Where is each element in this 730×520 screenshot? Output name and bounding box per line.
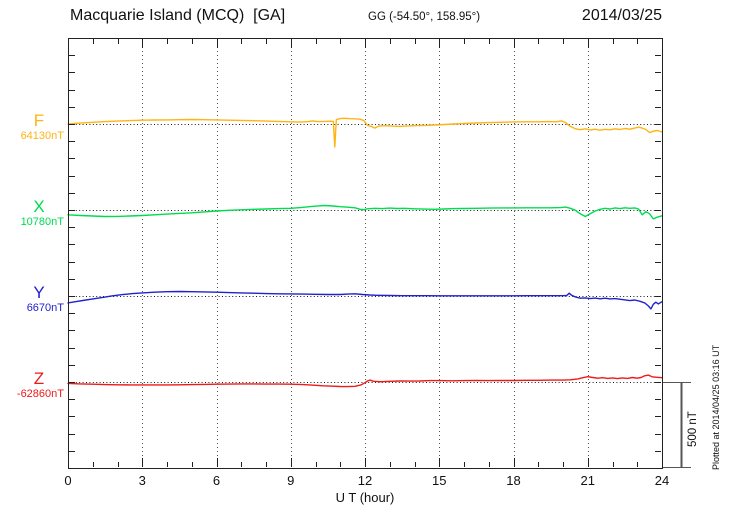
series-name-X: X: [33, 197, 45, 216]
plotted-at-label: Plotted at 2014/04/25 03:16 UT: [711, 344, 721, 470]
x-tick-label: 21: [580, 473, 595, 488]
x-tick-label: 0: [64, 473, 72, 488]
page-title: Macquarie Island (MCQ) [GA]: [70, 7, 286, 24]
trace-Z: [67, 374, 663, 388]
series-name-Z: Z: [33, 369, 45, 388]
x-tick-label: 18: [506, 473, 521, 488]
trace-F: [67, 117, 663, 148]
x-axis-title: U T (hour): [335, 490, 395, 505]
x-tick-label: 24: [654, 473, 670, 488]
x-tick-label: 6: [212, 473, 221, 488]
plot-frame: [68, 38, 663, 469]
series-label-Y: Y 6670nT: [0, 284, 64, 315]
series-baseline-X: 10780nT: [20, 216, 64, 228]
series-label-Z: Z -62860nT: [0, 370, 64, 401]
geo-coords-label: GG (-54.50°, 158.95°): [368, 11, 481, 23]
scale-bar-label: 500 nT: [687, 411, 699, 447]
x-tick-label: 15: [432, 473, 447, 488]
x-tick-label: 3: [138, 473, 146, 488]
series-baseline-F: 64130nT: [20, 130, 64, 142]
trace-Y: [67, 290, 663, 310]
x-tick-label: 12: [357, 473, 373, 488]
date-label: 2014/03/25: [581, 7, 662, 24]
x-tick-label: 9: [287, 473, 295, 488]
series-name-F: F: [33, 111, 45, 130]
trace-X: [67, 204, 663, 220]
series-baseline-Y: 6670nT: [26, 302, 64, 314]
series-label-F: F 64130nT: [0, 112, 64, 143]
series-baseline-Z: -62860nT: [16, 388, 64, 400]
series-label-X: X 10780nT: [0, 198, 64, 229]
series-name-Y: Y: [33, 283, 45, 302]
